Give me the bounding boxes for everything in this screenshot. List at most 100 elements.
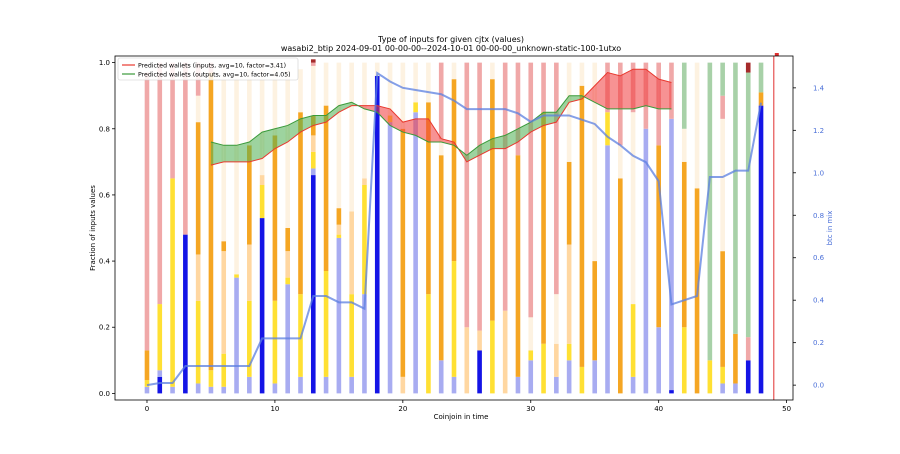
plot-frame xyxy=(114,55,794,401)
bar-segment-46-1 xyxy=(733,383,738,394)
bar-segment-14-5 xyxy=(323,62,329,106)
prediction-band-segment-28 xyxy=(569,95,582,103)
bar-segment-14-2 xyxy=(323,271,329,377)
y-left-tick-label-1: 1.0 xyxy=(99,59,110,67)
bar-segment-31-4 xyxy=(541,112,546,344)
bar-segment-42-7 xyxy=(681,62,687,129)
bar-segment-41-0 xyxy=(669,390,674,394)
bar-segment-33-5 xyxy=(566,62,572,162)
bar-segment-3-0 xyxy=(183,234,188,394)
bar-segment-20-3 xyxy=(400,376,406,394)
bar-segment-10-5 xyxy=(272,62,278,136)
bar-segment-4-4 xyxy=(195,122,201,255)
bar-segment-31-6 xyxy=(541,62,546,113)
bar-segment-47-8 xyxy=(745,62,751,73)
bar-segment-11-5 xyxy=(285,69,291,228)
bar-segment-7-1 xyxy=(234,277,239,394)
bar-segment-33-3 xyxy=(566,244,572,344)
bar-segment-22-2 xyxy=(426,294,431,394)
bar-segment-22-4 xyxy=(426,102,431,295)
y-left-tick-label-0.6: 0.6 xyxy=(99,191,111,199)
bar-segment-24-2 xyxy=(451,261,457,377)
y-left-tick-label-0.2: 0.2 xyxy=(99,324,110,332)
bar-segment-17-3 xyxy=(362,178,367,185)
bar-segment-30-6 xyxy=(528,62,534,318)
bar-segment-41-6 xyxy=(669,62,674,119)
x-tick-label-50: 50 xyxy=(782,405,791,413)
bar-segment-28-6 xyxy=(502,62,508,311)
bar-segment-2-6 xyxy=(170,62,175,179)
y-right-tick-label-1.2: 1.2 xyxy=(813,127,824,135)
bar-segment-13-5 xyxy=(310,65,316,116)
x-axis-label: Coinjoin in time xyxy=(434,413,489,421)
bar-segment-0-6 xyxy=(144,72,150,351)
bar-segment-0-4 xyxy=(144,350,150,381)
bar-segment-34-5 xyxy=(579,62,585,86)
y-left-tick-label-0.4: 0.4 xyxy=(99,258,111,266)
bar-segment-37-4 xyxy=(618,178,623,394)
bar-segment-44-2 xyxy=(707,360,713,394)
prediction-band-segment-33 xyxy=(633,69,646,109)
bar-segment-29-4 xyxy=(515,155,521,377)
bar-segment-10-1 xyxy=(272,383,278,394)
bar-segment-42-2 xyxy=(681,327,687,394)
bar-segment-22-5 xyxy=(426,62,431,103)
bar-segment-45-2 xyxy=(720,366,725,384)
bar-segment-12-1 xyxy=(298,376,303,394)
prediction-band-segment-1 xyxy=(223,145,237,162)
bar-segment-3-6 xyxy=(183,62,188,235)
bar-segment-6-2 xyxy=(221,353,227,387)
bar-segment-24-1 xyxy=(451,376,457,394)
prediction-band-segment-34 xyxy=(645,69,659,109)
bar-segment-38-5 xyxy=(630,112,636,305)
prediction-band-segment-20 xyxy=(466,145,480,162)
bar-segment-30-1 xyxy=(528,360,534,394)
x-tick-label-20: 20 xyxy=(398,405,407,413)
predicted-inputs-line xyxy=(210,68,672,166)
y-right-tick-label-0.4: 0.4 xyxy=(813,297,825,305)
bar-segment-4-3 xyxy=(195,254,201,301)
bar-segment-32-3 xyxy=(554,343,559,377)
bar-segment-18-0 xyxy=(374,75,380,394)
bar-segment-6-3 xyxy=(221,251,227,354)
bar-segment-10-4 xyxy=(272,135,278,301)
bar-segment-16-5 xyxy=(349,62,354,212)
x-tick-label-10: 10 xyxy=(270,405,279,413)
x-tick-label-0: 0 xyxy=(145,405,149,413)
bar-segment-1-2 xyxy=(157,304,163,371)
bar-segment-5-2 xyxy=(208,370,214,387)
bar-segment-27-2 xyxy=(490,320,495,394)
y-right-tick-label-1.4: 1.4 xyxy=(813,84,825,92)
bar-segment-5-1 xyxy=(208,386,214,394)
chart-title-line1: Type of inputs for given cjtx (values) xyxy=(377,35,524,44)
bar-segment-45-1 xyxy=(720,383,725,394)
bar-segment-16-3 xyxy=(349,211,354,295)
bar-segment-9-5 xyxy=(259,62,265,176)
bar-segment-30-2 xyxy=(528,350,534,361)
bar-segment-19-5 xyxy=(387,62,393,116)
bar-segment-11-2 xyxy=(285,277,291,285)
bar-segment-8-3 xyxy=(247,244,252,301)
bar-segment-15-1 xyxy=(336,237,342,394)
prediction-band-segment-6 xyxy=(287,118,301,142)
bar-segment-29-6 xyxy=(515,62,521,156)
plot-area: 0 10 20 30 40 50 0.0 0.2 0.4 0.6 0.8 1.0 0.0 0.2 0.4 0.… xyxy=(99,53,825,413)
bar-segment-9-3 xyxy=(259,175,265,185)
bar-segment-45-6 xyxy=(720,95,725,119)
bar-segment-2-2 xyxy=(170,178,175,387)
bar-segment-44-7 xyxy=(707,62,713,361)
bar-segment-40-4 xyxy=(656,145,661,328)
prediction-band-segment-0 xyxy=(210,142,224,166)
bar-segment-32-1 xyxy=(554,376,559,394)
bar-segment-0-2 xyxy=(144,380,150,387)
prediction-band-segment-14 xyxy=(390,108,403,133)
bar-segment-15-3 xyxy=(336,224,342,235)
right-y-axis-label: btc in mix xyxy=(826,211,834,246)
bar-segment-24-4 xyxy=(451,79,457,262)
bar-segment-48-7 xyxy=(758,62,764,93)
bar-segment-13-0 xyxy=(310,175,316,394)
bar-segment-4-1 xyxy=(195,383,201,394)
bar-segment-47-0 xyxy=(745,360,751,394)
bar-segment-26-3 xyxy=(477,330,482,351)
edge-marker-cap-0 xyxy=(774,53,779,56)
